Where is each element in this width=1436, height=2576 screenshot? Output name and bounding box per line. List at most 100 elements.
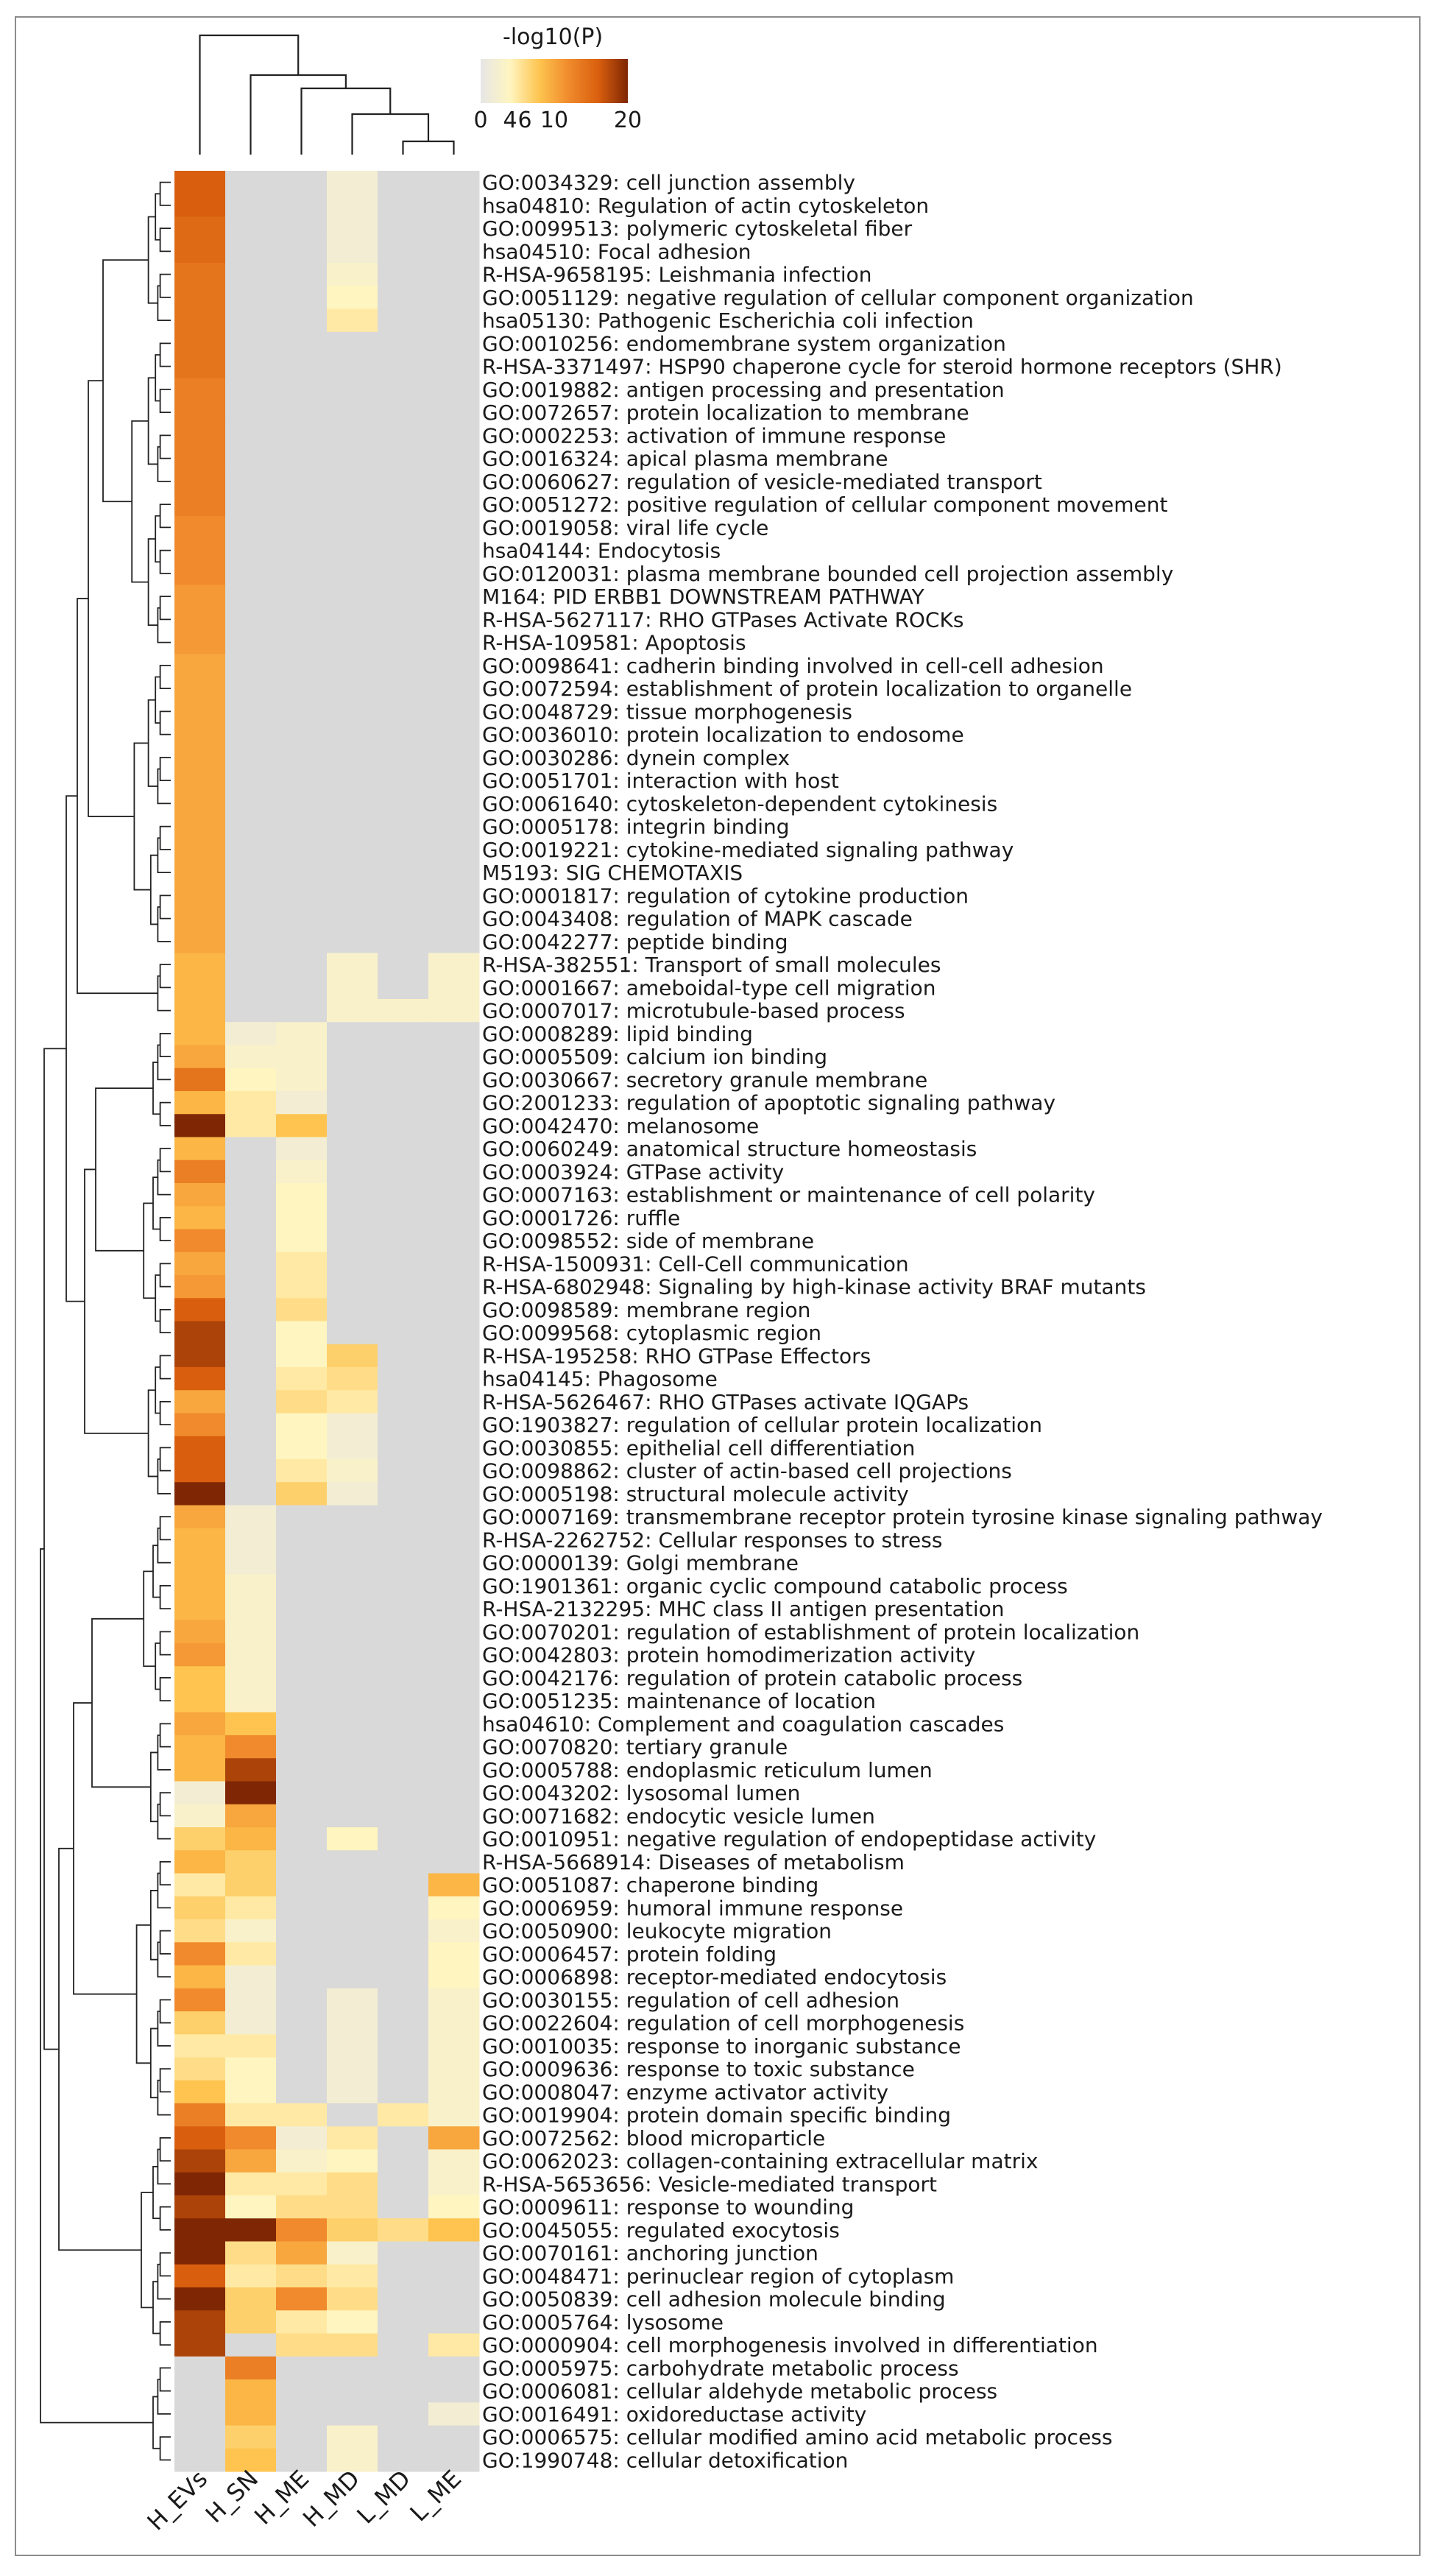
heatmap-cell [225, 1459, 277, 1483]
heatmap-cell [428, 585, 480, 609]
row-label: GO:1901361: organic cyclic compound cata… [482, 1574, 1068, 1598]
heatmap-cell [327, 1620, 378, 1644]
heatmap-cell [174, 1137, 226, 1161]
row-dendrogram-branch [155, 515, 160, 563]
heatmap-cell [378, 1528, 429, 1552]
heatmap-cell [327, 1689, 378, 1713]
heatmap-cell [276, 953, 328, 977]
heatmap-cell [428, 378, 480, 401]
heatmap-cell [428, 1689, 480, 1713]
heatmap-cell [378, 699, 429, 724]
heatmap-cell [378, 2379, 429, 2403]
row-dendrogram-branch [159, 1308, 171, 1334]
heatmap-cell [378, 447, 429, 470]
heatmap-cell [378, 400, 429, 425]
heatmap-cell [378, 2264, 429, 2288]
heatmap-cell [378, 493, 429, 517]
heatmap-cell [276, 585, 328, 609]
heatmap-cell [276, 1758, 328, 1782]
heatmap-cell [327, 308, 378, 333]
heatmap-cell [327, 2195, 378, 2219]
heatmap-cell [225, 1229, 277, 1253]
row-dendrogram-branch [77, 598, 158, 995]
heatmap-cell [225, 1183, 277, 1207]
column-label: H_EVs [141, 2465, 213, 2536]
heatmap-cell [428, 562, 480, 585]
heatmap-cell [378, 654, 429, 677]
row-label: GO:0048729: tissue morphogenesis [482, 699, 852, 724]
heatmap-cell [378, 2149, 429, 2173]
heatmap-cell [378, 1413, 429, 1437]
heatmap-cell [225, 493, 277, 517]
heatmap-cell [174, 1643, 226, 1667]
heatmap-cell [378, 423, 429, 448]
heatmap-cell [276, 263, 328, 286]
row-dendrogram-branch [159, 964, 171, 989]
heatmap-cell [225, 975, 277, 1000]
row-dendrogram-branch [159, 1631, 171, 1656]
row-label: GO:2001233: regulation of apoptotic sign… [482, 1091, 1055, 1115]
heatmap-cell [174, 2333, 226, 2357]
heatmap-cell [276, 447, 328, 470]
heatmap-cell [428, 1390, 480, 1414]
heatmap-cell [378, 815, 429, 839]
row-label: R-HSA-195258: RHO GTPase Effectors [482, 1344, 871, 1368]
heatmap-cell [174, 1114, 226, 1137]
heatmap-cell [327, 1160, 378, 1184]
heatmap-cell [225, 1413, 277, 1437]
heatmap-cell [378, 2241, 429, 2265]
heatmap-cell [327, 1229, 378, 1253]
heatmap-cell [276, 1413, 328, 1437]
row-dendrogram-branch [91, 1617, 151, 1788]
heatmap-cell [276, 216, 328, 241]
heatmap-cell [174, 1873, 226, 1897]
heatmap-cell [428, 239, 480, 264]
heatmap-cell [225, 677, 277, 701]
heatmap-cell [428, 331, 480, 356]
heatmap-cell [174, 1781, 226, 1805]
heatmap-cell [327, 2034, 378, 2058]
heatmap-cell [225, 1045, 277, 1069]
heatmap-cell [327, 1988, 378, 2012]
heatmap-cell [428, 1574, 480, 1598]
heatmap-cell [378, 861, 429, 885]
heatmap-cell [276, 838, 328, 861]
figure-frame [15, 16, 1421, 2556]
heatmap-cell [174, 1321, 226, 1345]
heatmap-cell [378, 953, 429, 977]
row-dendrogram-branch [155, 1366, 160, 1414]
column-dendrogram-branch [199, 34, 300, 155]
heatmap-cell [174, 1298, 226, 1321]
color-legend: -log10(P) 0 4 6 10 20 [473, 24, 642, 133]
heatmap-cell [225, 2195, 277, 2219]
heatmap-cell [327, 1850, 378, 1874]
row-label: GO:0098862: cluster of actin-based cell … [482, 1459, 1012, 1483]
heatmap-cell [276, 378, 328, 401]
row-label: GO:0019058: viral life cycle [482, 515, 768, 540]
heatmap-cell [276, 1160, 328, 1184]
heatmap-cell [428, 2195, 480, 2219]
row-label: GO:0006575: cellular modified amino acid… [482, 2425, 1112, 2449]
heatmap-cell [225, 654, 277, 677]
heatmap-cell [225, 1965, 277, 1989]
row-dendrogram-branch [159, 1792, 171, 1817]
heatmap-cell [174, 2218, 226, 2242]
heatmap-cell [174, 1068, 226, 1092]
row-label: GO:0010035: response to inorganic substa… [482, 2034, 961, 2058]
row-dendrogram-branch [159, 2252, 171, 2277]
row-dendrogram-branch [40, 1548, 153, 2424]
heatmap-cell [174, 2402, 226, 2426]
heatmap-cell [378, 2057, 429, 2081]
heatmap-cell [327, 1873, 378, 1897]
row-label: GO:0030667: secretory granule membrane [482, 1068, 927, 1092]
row-label: hsa04144: Endocytosis [482, 539, 721, 563]
heatmap-cell [174, 699, 226, 724]
heatmap-cell [225, 1321, 277, 1345]
heatmap-cell [327, 1781, 378, 1805]
row-label: GO:0070161: anchoring junction [482, 2241, 818, 2265]
heatmap-cell [428, 1873, 480, 1897]
heatmap-cell [174, 2103, 226, 2127]
row-dendrogram-branch [155, 1642, 160, 1690]
row-label: GO:0043408: regulation of MAPK cascade [482, 907, 913, 931]
heatmap-cell [428, 493, 480, 517]
